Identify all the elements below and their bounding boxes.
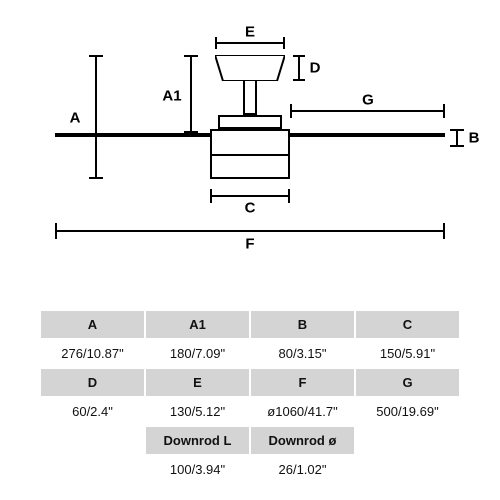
dim-g-label: G xyxy=(360,92,376,109)
col-head: A xyxy=(40,310,145,339)
col-val: ø1060/41.7" xyxy=(250,397,355,426)
canopy-shape xyxy=(215,55,285,81)
dim-d-label: D xyxy=(308,60,323,77)
downrod-shape xyxy=(243,81,257,115)
dim-b-label: B xyxy=(467,130,482,147)
dim-a1-line xyxy=(190,55,192,133)
col-val: 26/1.02" xyxy=(250,455,355,484)
col-head: B xyxy=(250,310,355,339)
table-row: A A1 B C xyxy=(40,310,460,339)
col-val: 80/3.15" xyxy=(250,339,355,368)
dim-d-line xyxy=(298,55,300,81)
col-val: 100/3.94" xyxy=(145,455,250,484)
dim-c-line xyxy=(210,195,290,197)
table-row: 60/2.4" 130/5.12" ø1060/41.7" 500/19.69" xyxy=(40,397,460,426)
light-divider xyxy=(212,154,288,156)
table-row: 276/10.87" 180/7.09" 80/3.15" 150/5.91" xyxy=(40,339,460,368)
col-val: 60/2.4" xyxy=(40,397,145,426)
dim-c-label: C xyxy=(243,200,258,217)
col-val: 276/10.87" xyxy=(40,339,145,368)
col-head: Downrod L xyxy=(145,426,250,455)
dim-a1-label: A1 xyxy=(160,88,183,105)
dim-g-line xyxy=(290,110,445,112)
col-head: D xyxy=(40,368,145,397)
col-head: G xyxy=(355,368,460,397)
col-head: A1 xyxy=(145,310,250,339)
dim-e-label: E xyxy=(243,24,257,41)
col-head: C xyxy=(355,310,460,339)
col-val: 180/7.09" xyxy=(145,339,250,368)
motor-top xyxy=(218,115,282,129)
col-val: 130/5.12" xyxy=(145,397,250,426)
table-row: D E F G xyxy=(40,368,460,397)
blade-right xyxy=(290,133,445,137)
table-row: 100/3.94" 26/1.02" xyxy=(145,455,355,484)
dim-f-line xyxy=(55,230,445,232)
dim-f-label: F xyxy=(243,236,256,253)
col-val: 500/19.69" xyxy=(355,397,460,426)
col-head: E xyxy=(145,368,250,397)
dim-e-line xyxy=(215,42,285,44)
dim-a-line xyxy=(95,55,97,179)
dim-a-label: A xyxy=(68,110,83,127)
dimensions-table: A A1 B C 276/10.87" 180/7.09" 80/3.15" 1… xyxy=(40,310,460,484)
dimension-diagram: E D A A1 G B C F xyxy=(0,0,500,280)
blade-left xyxy=(55,133,210,137)
col-val: 150/5.91" xyxy=(355,339,460,368)
col-head: F xyxy=(250,368,355,397)
col-head: Downrod ø xyxy=(250,426,355,455)
table-row: Downrod L Downrod ø xyxy=(145,426,355,455)
